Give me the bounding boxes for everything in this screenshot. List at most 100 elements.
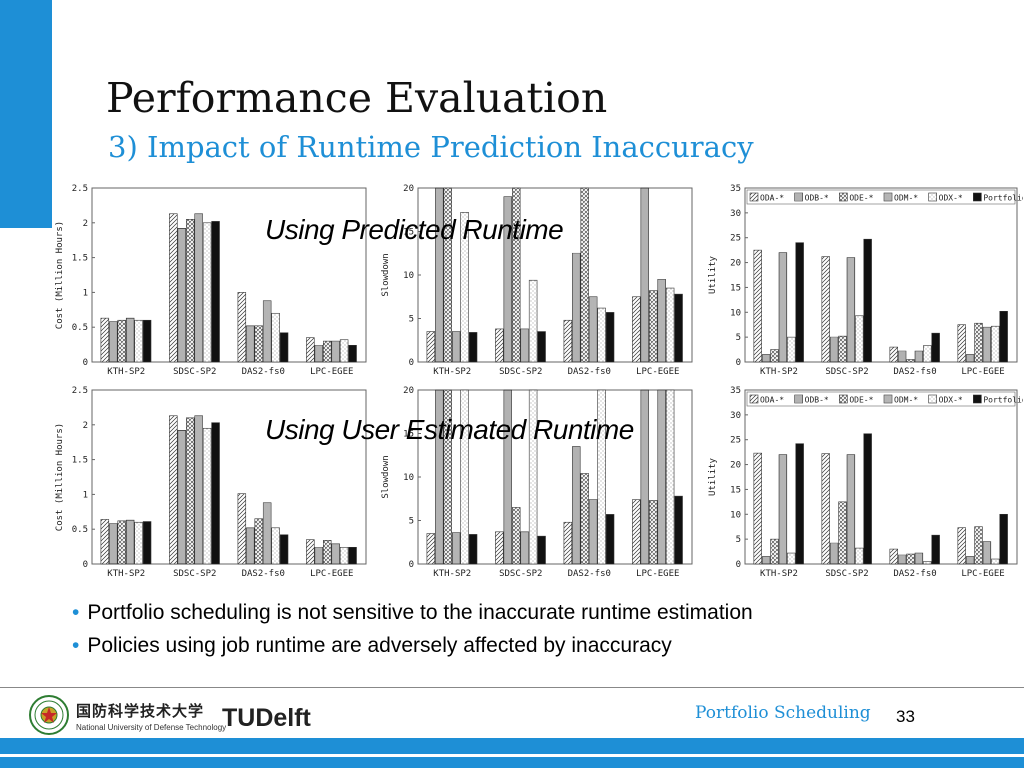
slowdown-predicted-chart: 0 5 10 15 20 Slowdown KTH-SP2 SDSC-SP2 DAS2-fs0 L… [381, 184, 693, 377]
bar [665, 389, 675, 565]
bar [134, 521, 143, 565]
bar [186, 417, 195, 565]
bar [770, 349, 779, 363]
bar [906, 359, 915, 363]
bar [348, 546, 357, 565]
bar [495, 328, 504, 363]
bar [194, 415, 203, 565]
bar [495, 531, 504, 565]
y-tick-label: 2 [83, 219, 88, 229]
y-tick-label: 35 [730, 386, 741, 396]
bar [897, 554, 907, 565]
legend-label: ODB-* [805, 396, 829, 405]
x-tick-label: KTH-SP2 [433, 569, 471, 579]
bar [597, 307, 606, 363]
bullet-text: Policies using job runtime are adversely… [87, 634, 672, 657]
plot-frame [744, 389, 1018, 565]
footer-stripe [0, 754, 1024, 757]
bar [117, 520, 126, 565]
legend-swatch [839, 192, 848, 202]
y-tick-label: 20 [730, 259, 741, 269]
bar [426, 331, 436, 363]
bar [649, 500, 658, 565]
y-tick-label: 1.5 [72, 456, 88, 466]
y-tick-label: 30 [730, 411, 741, 421]
section-label: Portfolio Scheduling [695, 703, 871, 723]
x-tick-label: DAS2-fs0 [893, 367, 936, 377]
y-axis-label: Cost (Million Hours) [55, 221, 65, 329]
bar [753, 452, 762, 565]
x-tick-label: DAS2-fs0 [893, 569, 936, 579]
y-axis-label: Utility [708, 255, 718, 294]
bar [202, 427, 212, 565]
bar [753, 249, 762, 363]
x-tick-label: LPC-EGEE [310, 569, 353, 579]
bar [580, 187, 589, 363]
legend-label: ODX-* [939, 194, 963, 203]
accent-bar [0, 0, 52, 228]
x-tick-label: SDSC-SP2 [499, 569, 542, 579]
bar [460, 389, 469, 565]
utility-predicted-chart: 0 5 10 15 20 25 30 35 Utility KTH-SP2 SDSC-SP2 DAS2… [708, 184, 1023, 377]
bar [451, 331, 461, 363]
bar [563, 521, 573, 565]
bar [965, 354, 975, 363]
x-tick-label: LPC-EGEE [961, 367, 1004, 377]
bar [237, 292, 247, 363]
legend-label: Portfolio [983, 396, 1023, 405]
bar [846, 257, 856, 363]
bar [271, 527, 280, 565]
y-tick-label: 1 [83, 288, 88, 298]
y-tick-label: 2.5 [72, 184, 88, 194]
bar [855, 315, 864, 363]
bar [323, 540, 332, 565]
slide-title: Performance Evaluation [106, 74, 608, 122]
plot-frame [744, 187, 1018, 363]
bar [468, 332, 478, 363]
bar [134, 319, 143, 363]
bar [640, 389, 650, 565]
bar [503, 389, 513, 565]
bar [435, 389, 444, 565]
y-tick-label: 0 [83, 560, 88, 570]
legend-label: ODM-* [894, 396, 918, 405]
bar [674, 495, 683, 565]
bar [339, 339, 349, 363]
bar [279, 332, 289, 363]
bar [443, 187, 452, 363]
bar [897, 350, 907, 363]
x-tick-label: LPC-EGEE [636, 569, 679, 579]
bar [829, 336, 839, 363]
bar [254, 325, 263, 363]
bar [640, 187, 650, 363]
y-tick-label: 10 [730, 510, 741, 520]
legend-swatch [928, 394, 937, 404]
x-tick-label: SDSC-SP2 [825, 367, 868, 377]
y-axis-label: Utility [708, 457, 718, 496]
x-tick-label: DAS2-fs0 [242, 569, 285, 579]
bullet-item: • Policies using job runtime are adversel… [72, 634, 753, 658]
bar [778, 252, 788, 363]
bullet-list: • Portfolio scheduling is not sensitive t… [72, 601, 753, 667]
bar [426, 533, 436, 565]
bar [931, 534, 940, 565]
bar [588, 499, 598, 565]
x-tick-label: SDSC-SP2 [499, 367, 542, 377]
y-tick-label: 35 [730, 184, 741, 194]
bar [821, 256, 830, 363]
x-tick-label: LPC-EGEE [310, 367, 353, 377]
bullet-text: Portfolio scheduling is not sensitive to… [87, 601, 753, 624]
legend-label: ODE-* [849, 396, 873, 405]
bar [314, 344, 324, 363]
legend-label: ODX-* [939, 396, 963, 405]
bar [923, 561, 932, 565]
legend-label: ODB-* [805, 194, 829, 203]
bar [468, 534, 478, 565]
bar [674, 293, 683, 363]
bar [597, 389, 606, 565]
bar [923, 345, 932, 363]
bar [202, 222, 212, 363]
legend: ODA-* ODB-* ODE-* ODM-* ODX-* Portfolio [746, 189, 1023, 205]
bar [906, 553, 915, 565]
x-tick-label: SDSC-SP2 [173, 367, 216, 377]
